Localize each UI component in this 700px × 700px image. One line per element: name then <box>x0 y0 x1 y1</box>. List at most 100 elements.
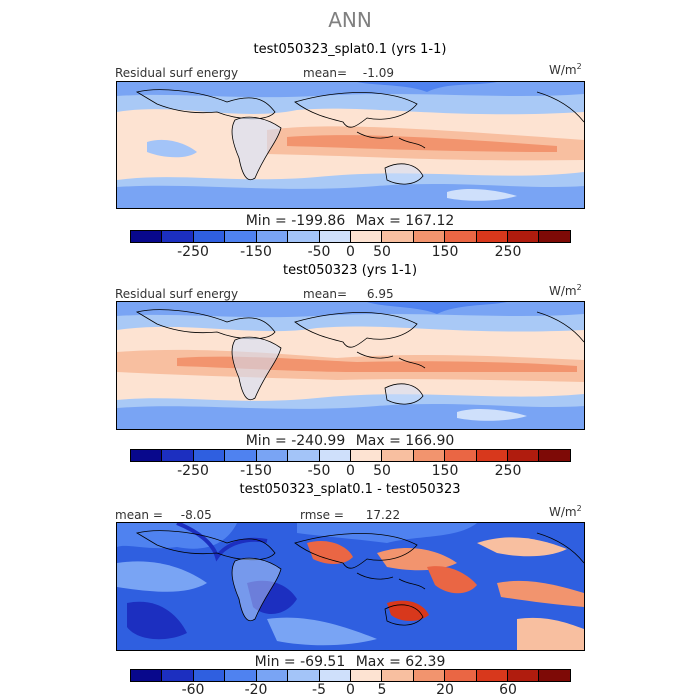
panel-1-colorbar-tick-label: 0 <box>346 244 355 260</box>
panel-3-units: W/m2 <box>549 504 582 519</box>
panel-1-mean-value: -1.09 <box>362 66 394 80</box>
panel-3-contour-field <box>117 523 584 650</box>
panel-3-colorbar <box>130 669 571 682</box>
panel-1-colorbar-swatch <box>131 231 163 242</box>
panel-3-max-value: 62.39 <box>405 654 446 670</box>
panel-2-colorbar-tick-label: 0 <box>346 463 355 479</box>
panel-2-colorbar-swatch <box>162 450 194 461</box>
panel-1-colorbar <box>130 230 571 243</box>
panel-1-mean-label: mean= <box>303 66 348 80</box>
panel-2-mean: mean= 6.95 <box>303 287 394 301</box>
panel-3-colorbar-swatch <box>445 670 477 681</box>
panel-1-colorbar-swatch <box>350 231 383 242</box>
panel-1-max-value: 167.12 <box>405 213 455 229</box>
panel-1-colorbar-swatch <box>539 231 570 242</box>
panel-3-minmax: Min = -69.51 Max = 62.39 <box>0 654 700 670</box>
panel-3-map <box>116 522 585 651</box>
panel-2-minmax: Min = -240.99 Max = 166.90 <box>0 433 700 449</box>
panel-1-colorbar-tick-label: -250 <box>177 244 209 260</box>
panel-3-colorbar-swatch <box>193 670 226 681</box>
panel-1-colorbar-swatch <box>225 231 257 242</box>
panel-3-colorbar-swatch <box>319 670 351 681</box>
panel-2-mean-value: 6.95 <box>366 287 394 301</box>
panel-1-units-text: W/m <box>549 63 577 77</box>
panel-3-colorbar-swatch <box>288 670 320 681</box>
panel-2-colorbar-swatch <box>445 450 477 461</box>
panel-3-colorbar-ticks: -60 -20 -5 0 5 20 60 <box>130 682 571 698</box>
panel-3-units-exp: 2 <box>576 504 582 513</box>
panel-2-colorbar-swatch <box>319 450 351 461</box>
panel-3-colorbar-tick-label: 60 <box>499 682 517 698</box>
panel-2-colorbar-tick-label: 250 <box>494 463 522 479</box>
panel-1-colorbar-swatch <box>476 231 509 242</box>
panel-3-colorbar-tick-label: -5 <box>312 682 326 698</box>
panel-3-title: test050323_splat0.1 - test050323 <box>239 482 461 497</box>
panel-1-colorbar-swatch <box>382 231 414 242</box>
panel-3-colorbar-tick-label: 20 <box>436 682 454 698</box>
panel-3-mean-label: mean = <box>115 508 163 522</box>
panel-2-units: W/m2 <box>549 283 582 298</box>
panel-2-colorbar-swatch <box>225 450 257 461</box>
panel-1-max-label: Max = <box>355 213 401 229</box>
panel-2-colorbar-swatch <box>350 450 383 461</box>
panel-2-colorbar-swatch <box>256 450 289 461</box>
panel-1-units: W/m2 <box>549 62 582 77</box>
panel-3-rmse-value: 17.22 <box>365 508 401 522</box>
panel-2-colorbar-tick-label: -50 <box>307 463 331 479</box>
panel-2-colorbar-swatch <box>131 450 163 461</box>
panel-1-colorbar-swatch <box>288 231 320 242</box>
panel-2-title: test050323 (yrs 1-1) <box>282 263 418 278</box>
panel-3-rmse: rmse = 17.22 <box>300 508 400 522</box>
panel-1-min-label: Min = <box>245 213 287 229</box>
panel-1-minmax: Min = -199.86 Max = 167.12 <box>0 213 700 229</box>
panel-1-colorbar-swatch <box>413 231 446 242</box>
panel-1-mean: mean= -1.09 <box>303 66 394 80</box>
panel-2-max-label: Max = <box>355 433 401 449</box>
panel-1-field-label: Residual surf energy <box>115 66 239 80</box>
panel-1-colorbar-tick-label: 150 <box>431 244 459 260</box>
panel-1-title: test050323_splat0.1 (yrs 1-1) <box>253 42 447 57</box>
panel-2-map <box>116 301 585 430</box>
panel-3-colorbar-tick-label: -60 <box>181 682 205 698</box>
panel-3-colorbar-swatch <box>350 670 383 681</box>
panel-2-min-label: Min = <box>245 433 287 449</box>
panel-2-colorbar-swatch <box>508 450 540 461</box>
panel-2-field-label: Residual surf energy <box>115 287 239 301</box>
panel-1-colorbar-tick-label: 50 <box>373 244 391 260</box>
panel-2-units-exp: 2 <box>576 283 582 292</box>
panel-1-colorbar-swatch <box>508 231 540 242</box>
panel-1-min-value: -199.86 <box>291 213 346 229</box>
panel-1-colorbar-tick-label: 250 <box>494 244 522 260</box>
panel-3-colorbar-swatch <box>382 670 414 681</box>
panel-2-colorbar <box>130 449 571 462</box>
panel-3-colorbar-swatch <box>225 670 257 681</box>
panel-1-contour-field <box>117 82 584 208</box>
panel-3-colorbar-swatch <box>539 670 570 681</box>
panel-3-mean: mean = -8.05 <box>115 508 212 522</box>
panel-2-colorbar-tick-label: -150 <box>240 463 272 479</box>
panel-2-colorbar-swatch <box>413 450 446 461</box>
panel-3-mean-value: -8.05 <box>180 508 212 522</box>
panel-3-min-label: Min = <box>254 654 296 670</box>
panel-3-colorbar-swatch <box>162 670 194 681</box>
panel-3-colorbar-swatch <box>476 670 509 681</box>
panel-1-colorbar-swatch <box>162 231 194 242</box>
panel-3-rmse-label: rmse = <box>300 508 344 522</box>
panel-2-min-value: -240.99 <box>291 433 346 449</box>
panel-2-mean-label: mean= <box>303 287 348 301</box>
panel-2-units-text: W/m <box>549 284 577 298</box>
panel-2-colorbar-swatch <box>193 450 226 461</box>
panel-3-colorbar-tick-label: 0 <box>346 682 355 698</box>
panel-2-colorbar-ticks: -250 -150 -50 0 50 150 250 <box>130 463 571 479</box>
panel-3-units-text: W/m <box>549 505 577 519</box>
panel-3-colorbar-swatch <box>131 670 163 681</box>
panel-1-colorbar-tick-label: -150 <box>240 244 272 260</box>
panel-2-max-value: 166.90 <box>405 433 455 449</box>
panel-1-colorbar-swatch <box>319 231 351 242</box>
panel-1-colorbar-ticks: -250 -150 -50 0 50 150 250 <box>130 244 571 260</box>
panel-1-colorbar-swatch <box>445 231 477 242</box>
panel-1-colorbar-tick-label: -50 <box>307 244 331 260</box>
panel-3-min-value: -69.51 <box>300 654 346 670</box>
panel-3-colorbar-tick-label: -20 <box>244 682 268 698</box>
panel-2-colorbar-tick-label: 150 <box>431 463 459 479</box>
